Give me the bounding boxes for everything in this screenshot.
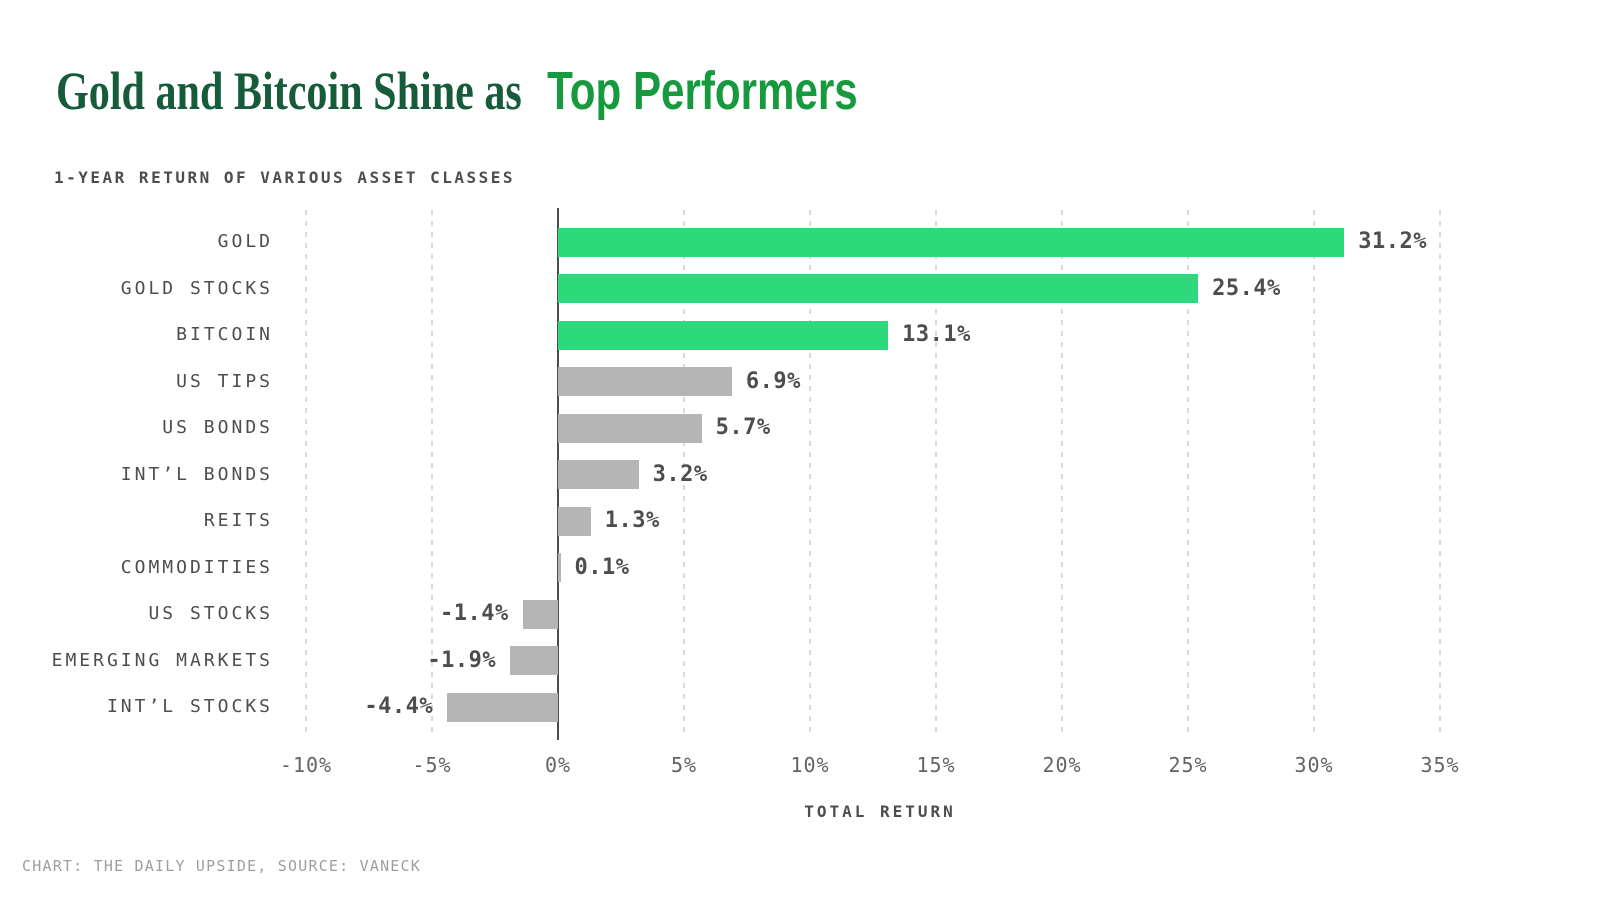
value-label: -1.4% — [439, 601, 509, 626]
gridline — [1313, 210, 1315, 738]
x-tick-label: 10% — [790, 753, 830, 777]
value-label: 0.1% — [574, 554, 630, 580]
gridline — [1061, 210, 1063, 738]
bar — [558, 227, 1345, 257]
gridline — [683, 210, 685, 738]
value-label: 31.2% — [1358, 229, 1427, 254]
category-label: US TIPS — [176, 370, 273, 392]
x-tick-label: -5% — [412, 753, 452, 777]
bar — [510, 646, 558, 675]
value-label: 25.4% — [1212, 275, 1281, 301]
bar — [558, 320, 889, 350]
page-title: Gold and Bitcoin Shine as Top Performers — [56, 62, 858, 120]
x-tick-label: 35% — [1420, 753, 1460, 777]
x-tick-label: 30% — [1294, 753, 1334, 777]
category-label: BITCOIN — [176, 324, 273, 345]
bar — [558, 367, 732, 396]
bar — [558, 553, 561, 582]
bar — [558, 413, 702, 443]
value-label: 6.9% — [745, 368, 801, 394]
title-highlight: Top Performers — [547, 61, 858, 121]
x-axis-title: TOTAL RETURN — [804, 802, 956, 821]
category-label: GOLD — [217, 231, 273, 252]
credit-line: CHART: THE DAILY UPSIDE, SOURCE: VANECK — [22, 857, 421, 875]
category-label: US BONDS — [162, 417, 273, 438]
x-tick-label: 0% — [544, 753, 572, 777]
category-label: GOLD STOCKS — [120, 277, 273, 299]
bar — [447, 692, 558, 722]
x-tick-label: 5% — [670, 753, 698, 777]
value-label: -4.4% — [364, 694, 434, 719]
value-label: 13.1% — [902, 322, 971, 347]
bar — [558, 460, 639, 489]
bar — [522, 599, 558, 629]
category-label: EMERGING MARKETS — [51, 649, 273, 671]
gridline — [935, 210, 937, 738]
x-tick-label: 15% — [916, 753, 956, 777]
x-tick-label: 20% — [1042, 753, 1082, 777]
title-prefix: Gold and Bitcoin Shine as — [56, 61, 522, 121]
gridline — [1439, 210, 1441, 738]
value-label: 1.3% — [604, 508, 660, 533]
bar — [558, 274, 1199, 303]
x-tick-label: 25% — [1168, 753, 1208, 777]
gridline — [1187, 210, 1189, 738]
gridline — [809, 210, 811, 738]
category-label: INT’L BONDS — [120, 463, 273, 485]
gridline — [431, 210, 433, 738]
category-label: INT’L STOCKS — [106, 696, 273, 717]
x-tick-label: -10% — [279, 753, 333, 777]
value-label: -1.9% — [427, 647, 497, 673]
category-label: US STOCKS — [148, 603, 273, 624]
value-label: 5.7% — [715, 415, 771, 440]
value-label: 3.2% — [652, 461, 708, 487]
gridline — [305, 210, 307, 738]
category-label: REITS — [203, 510, 273, 531]
category-label: COMMODITIES — [120, 556, 273, 578]
chart-subtitle: 1-YEAR RETURN OF VARIOUS ASSET CLASSES — [54, 168, 516, 187]
bar — [558, 506, 591, 536]
